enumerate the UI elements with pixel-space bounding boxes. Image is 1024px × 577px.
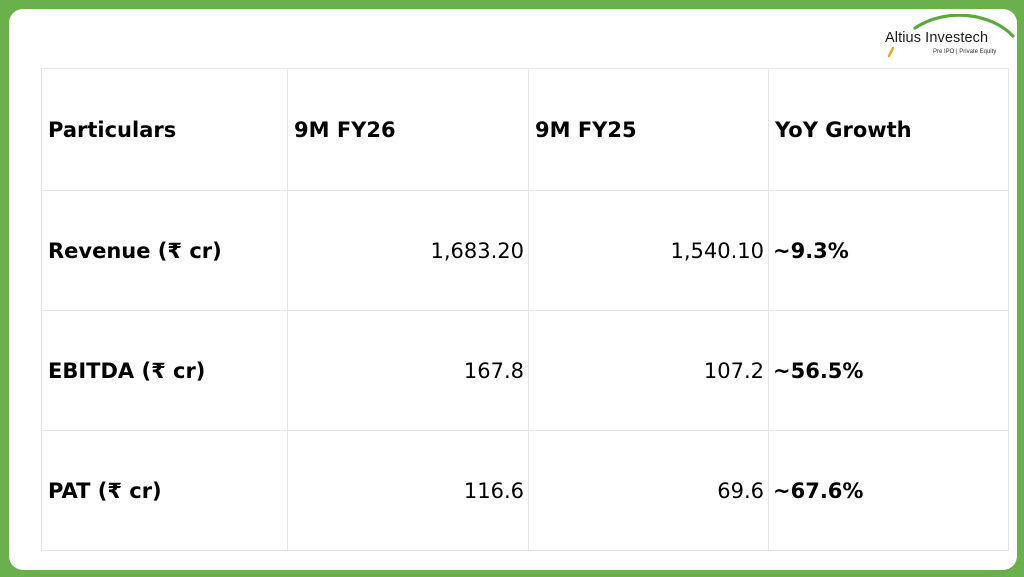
row-label: Revenue (₹ cr) [41,190,288,311]
logo-arc-icon [887,14,1015,58]
altius-investech-logo: Altius Investech Pre IPO | Private Equit… [875,14,1015,62]
table-row: PAT (₹ cr) 116.6 69.6 ~67.6% [41,430,1009,551]
cell-yoy-growth: ~67.6% [768,430,1009,551]
cell-9m-fy25: 69.6 [528,430,769,551]
table-header-row: Particulars 9M FY26 9M FY25 YoY Growth [41,68,1009,191]
logo-tagline: Pre IPO | Private Equity [933,49,997,55]
header-9m-fy26: 9M FY26 [287,68,529,191]
header-9m-fy25: 9M FY25 [528,68,769,191]
header-yoy-growth: YoY Growth [768,68,1009,191]
cell-yoy-growth: ~56.5% [768,310,1009,431]
cell-9m-fy26: 167.8 [287,310,529,431]
row-label: EBITDA (₹ cr) [41,310,288,431]
cell-9m-fy25: 107.2 [528,310,769,431]
cell-9m-fy26: 116.6 [287,430,529,551]
logo-name: Altius Investech [885,30,989,46]
financials-table: Particulars 9M FY26 9M FY25 YoY Growth R… [41,68,1009,551]
header-particulars: Particulars [41,68,288,191]
cell-9m-fy26: 1,683.20 [287,190,529,311]
table-row: EBITDA (₹ cr) 167.8 107.2 ~56.5% [41,310,1009,431]
table-row: Revenue (₹ cr) 1,683.20 1,540.10 ~9.3% [41,190,1009,311]
row-label: PAT (₹ cr) [41,430,288,551]
cell-yoy-growth: ~9.3% [768,190,1009,311]
cell-9m-fy25: 1,540.10 [528,190,769,311]
